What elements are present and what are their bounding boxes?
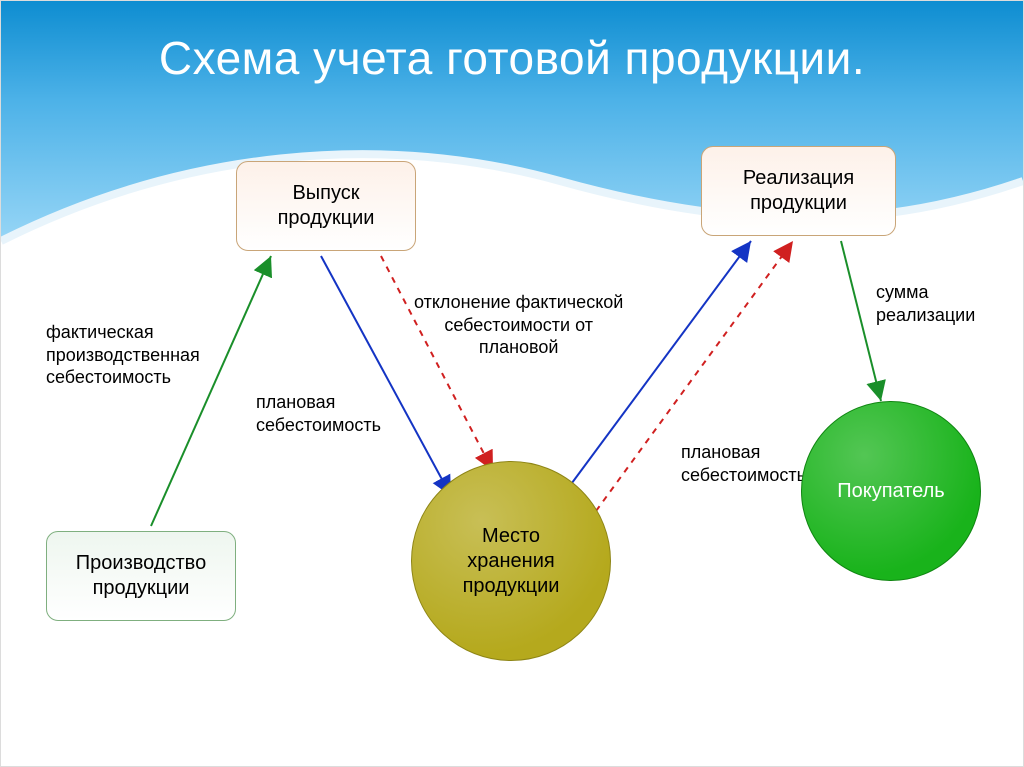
- node-output: Выпуск продукции: [236, 161, 416, 251]
- node-storage: Место хранения продукции: [411, 461, 611, 661]
- edge: [841, 241, 881, 401]
- node-sale: Реализация продукции: [701, 146, 896, 236]
- edge: [151, 256, 271, 526]
- slide: Схема учета готовой продукции. фактическ…: [0, 0, 1024, 767]
- edge-label: плановая себестоимость: [681, 441, 806, 486]
- edge-label: фактическая производственная себестоимос…: [46, 321, 200, 389]
- edge-label: отклонение фактической себестоимости от …: [414, 291, 623, 359]
- node-buyer: Покупатель: [801, 401, 981, 581]
- node-production: Производство продукции: [46, 531, 236, 621]
- edge: [381, 256, 493, 471]
- edge-label: сумма реализации: [876, 281, 975, 326]
- slide-title: Схема учета готовой продукции.: [1, 31, 1023, 85]
- edge-label: плановая себестоимость: [256, 391, 381, 436]
